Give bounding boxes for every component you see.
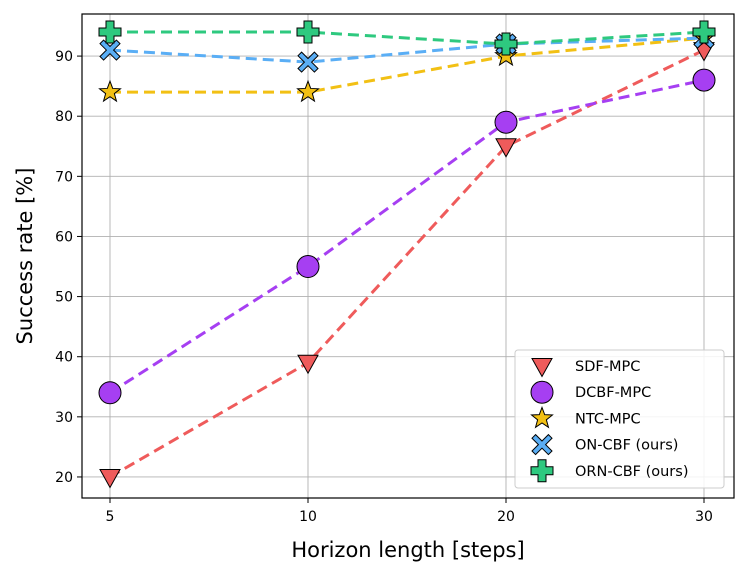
data-point-on-cbf-ours-5 [99,39,121,61]
y-tick-label: 80 [55,109,73,125]
series-line-sdf-mpc [109,48,705,479]
series-lines [109,30,705,479]
legend-marker-ntc-mpc [530,405,554,429]
legend-marker-orn-cbf-ours [530,459,554,483]
x-tick-label: 20 [497,509,515,525]
data-point-orn-cbf-ours-10 [296,20,320,44]
plot-frame [81,13,735,499]
series-line-dcbf-mpc [109,78,705,395]
data-point-dcbf-mpc-20 [494,110,518,134]
legend-label-dcbf-mpc: DCBF-MPC [575,385,651,401]
data-point-orn-cbf-ours-30 [692,20,716,44]
data-point-on-cbf-ours-10 [297,51,319,73]
legend: SDF-MPC DCBF-MPC NTC-MPC ON-CBF (ours) ORN-C… [514,349,725,489]
legend-label-orn-cbf-ours: ORN-CBF (ours) [575,464,688,480]
y-tick-label: 90 [55,49,73,65]
y-tick-label: 50 [55,290,73,306]
x-tick-label: 10 [299,509,317,525]
data-point-orn-cbf-ours-5 [98,20,122,44]
legend-label-ntc-mpc: NTC-MPC [575,411,641,427]
y-tick-label: 30 [55,410,73,426]
data-point-sdf-mpc-20 [495,138,517,158]
x-axis-ticks: 5 10 20 30 [106,498,713,525]
data-point-sdf-mpc-5 [99,468,121,489]
x-axis-label: Horizon length [steps] [291,538,524,562]
data-point-ntc-mpc-5 [98,79,122,103]
series-markers [98,20,716,489]
legend-box [514,349,725,489]
series-line-ntc-mpc [110,36,705,94]
x-tick-label: 5 [106,509,115,525]
data-point-orn-cbf-ours-20 [494,32,518,56]
legend-marker-sdf-mpc [531,358,553,378]
y-axis-ticks: 20 30 40 50 60 70 80 90 [55,49,82,486]
y-tick-label: 60 [55,229,73,245]
y-axis-label: Success rate [%] [13,168,37,345]
data-point-dcbf-mpc-30 [692,68,716,92]
y-tick-label: 20 [55,470,73,486]
y-tick-label: 70 [55,169,73,185]
data-point-dcbf-mpc-10 [296,255,320,279]
data-point-sdf-mpc-10 [297,354,319,375]
legend-marker-dcbf-mpc [530,380,554,404]
series-line-on-cbf-ours [109,36,705,64]
data-point-dcbf-mpc-5 [98,381,122,405]
legend-marker-on-cbf-ours [531,433,553,456]
x-tick-label: 30 [695,509,713,525]
data-point-ntc-mpc-10 [296,79,320,103]
legend-label-on-cbf-ours: ON-CBF (ours) [575,438,678,454]
series-line-orn-cbf-ours [110,30,705,46]
legend-label-sdf-mpc: SDF-MPC [575,359,640,375]
y-tick-label: 40 [55,350,73,366]
